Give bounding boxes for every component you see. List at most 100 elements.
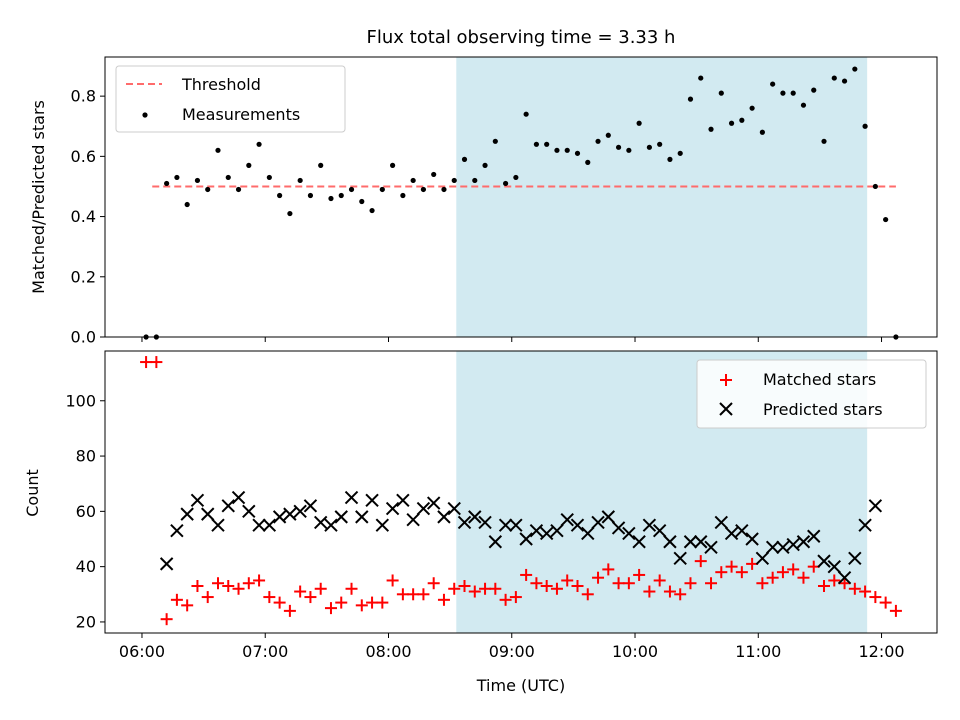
matched-star-point bbox=[386, 574, 399, 587]
matched-star-point bbox=[581, 588, 594, 601]
measurement-point bbox=[605, 132, 611, 138]
matched-star-point bbox=[889, 604, 902, 617]
matched-star-point bbox=[232, 582, 245, 595]
matched-star-point bbox=[776, 566, 789, 579]
x-tick-label: 09:00 bbox=[489, 642, 535, 661]
predicted-star-point bbox=[170, 523, 184, 538]
matched-star-point bbox=[448, 582, 461, 595]
measurement-point bbox=[657, 141, 663, 147]
measurement-point bbox=[338, 192, 344, 199]
measurement-point bbox=[277, 192, 283, 199]
measurement-point bbox=[256, 141, 262, 147]
matched-star-point bbox=[653, 574, 666, 587]
predicted-star-point bbox=[642, 518, 657, 532]
measurement-point bbox=[431, 171, 437, 178]
measurement-point bbox=[472, 177, 478, 184]
matched-star-point bbox=[818, 580, 831, 592]
bottom-legend: Matched stars Predicted stars bbox=[696, 359, 927, 429]
matched-star-point bbox=[705, 577, 718, 590]
predicted-star-point bbox=[488, 535, 503, 549]
bottom-y-tick-label: 60 bbox=[76, 502, 96, 521]
predicted-star-point bbox=[468, 510, 482, 524]
measurement-point bbox=[215, 147, 221, 153]
matched-star-point bbox=[828, 574, 841, 587]
legend-measurements-label: Measurements bbox=[182, 105, 300, 124]
matched-star-point bbox=[848, 582, 861, 595]
matched-star-point bbox=[366, 596, 379, 609]
matched-star-point bbox=[684, 577, 697, 590]
measurement-point bbox=[461, 156, 468, 162]
bottom-panel: 20 40 60 80 100 06:00 07:00 08:00 09:00 10:00 11:… bbox=[23, 350, 938, 695]
top-highlight-span bbox=[456, 57, 868, 337]
measurement-point bbox=[225, 174, 231, 181]
measurement-point bbox=[174, 174, 180, 181]
bottom-y-tick-label: 20 bbox=[76, 612, 96, 631]
matched-star-point bbox=[273, 596, 286, 609]
predicted-star-point bbox=[293, 504, 307, 519]
predicted-star-point bbox=[550, 523, 564, 538]
legend-predicted-label: Predicted stars bbox=[763, 400, 883, 419]
chart-title: Flux total observing time = 3.33 h bbox=[367, 27, 676, 48]
predicted-star-point bbox=[570, 518, 585, 532]
measurement-point bbox=[400, 192, 406, 199]
measurement-point bbox=[718, 90, 724, 96]
matched-star-point bbox=[550, 582, 563, 595]
matched-star-point bbox=[170, 593, 183, 606]
measurement-point bbox=[287, 210, 293, 217]
bottom-x-ticks: 06:00 07:00 08:00 09:00 10:00 11:00 12:00 bbox=[119, 633, 905, 661]
measurement-point bbox=[739, 117, 745, 123]
predicted-star-point bbox=[231, 490, 246, 505]
matched-star-point bbox=[489, 582, 502, 595]
top-y-tick-label: 0.6 bbox=[71, 147, 96, 166]
predicted-star-point bbox=[180, 507, 194, 521]
matched-star-point bbox=[181, 599, 194, 612]
matched-star-point bbox=[294, 585, 307, 598]
measurement-point bbox=[266, 174, 272, 181]
predicted-star-point bbox=[334, 510, 348, 524]
matched-star-point bbox=[561, 574, 574, 587]
predicted-star-point bbox=[776, 540, 790, 555]
matched-star-point bbox=[571, 580, 584, 592]
measurement-point bbox=[708, 126, 714, 132]
predicted-star-point bbox=[457, 515, 472, 530]
predicted-star-point bbox=[396, 493, 410, 508]
predicted-star-point bbox=[560, 512, 574, 527]
matched-stars-points bbox=[140, 356, 902, 626]
measurement-point bbox=[687, 96, 694, 102]
predicted-star-point bbox=[201, 507, 215, 521]
predicted-star-point bbox=[581, 526, 595, 541]
predicted-star-point bbox=[211, 518, 225, 532]
matched-star-point bbox=[335, 596, 348, 609]
bottom-y-tick-label: 40 bbox=[76, 557, 96, 576]
top-y-ticks: 0.0 0.2 0.4 0.6 0.8 bbox=[71, 87, 105, 347]
measurement-points bbox=[143, 66, 899, 340]
predicted-star-point bbox=[663, 535, 677, 549]
measurement-point bbox=[307, 192, 314, 199]
predicted-star-point bbox=[355, 510, 369, 524]
matched-star-point bbox=[602, 563, 615, 576]
predicted-star-point bbox=[704, 540, 718, 555]
measurement-point bbox=[615, 144, 622, 150]
x-tick-label: 06:00 bbox=[119, 642, 165, 661]
matched-star-point bbox=[242, 577, 255, 590]
matched-star-point bbox=[797, 571, 810, 584]
matched-star-point bbox=[859, 585, 872, 598]
measurement-point bbox=[574, 150, 581, 156]
predicted-star-point bbox=[519, 532, 533, 546]
matched-star-point bbox=[396, 588, 409, 601]
predicted-star-point bbox=[406, 512, 420, 527]
top-axes-frame bbox=[104, 56, 938, 338]
bottom-axes-frame bbox=[104, 350, 938, 634]
measurement-point bbox=[513, 174, 519, 181]
legend-matched-marker bbox=[720, 374, 732, 386]
predicted-star-point bbox=[375, 518, 390, 532]
predicted-star-point bbox=[529, 523, 544, 538]
matched-star-point bbox=[540, 580, 553, 592]
predicted-star-point bbox=[622, 526, 636, 541]
top-y-axis-label: Matched/Predicted stars bbox=[29, 100, 48, 294]
bottom-y-ticks: 20 40 60 80 100 bbox=[65, 391, 105, 631]
measurement-point bbox=[831, 75, 837, 81]
legend-measurements-marker bbox=[142, 112, 148, 118]
predicted-star-point bbox=[159, 557, 174, 571]
